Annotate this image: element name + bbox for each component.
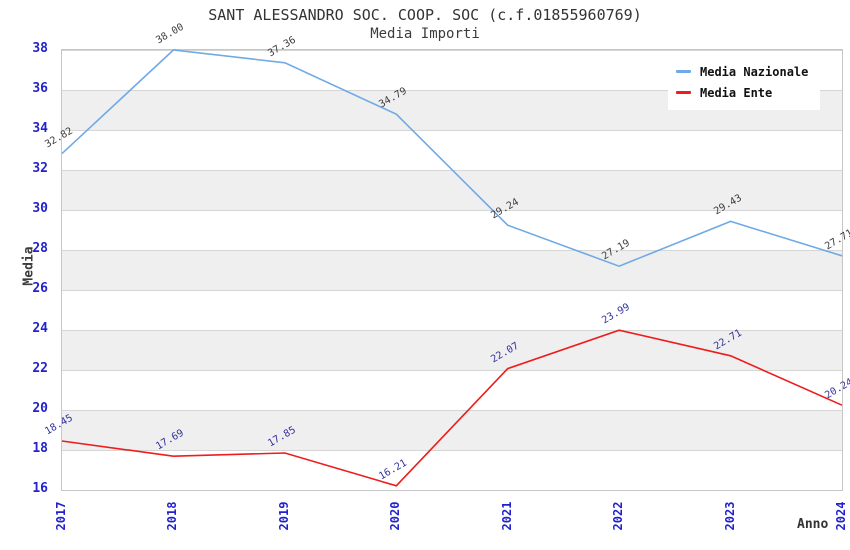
y-tick-label: 20 bbox=[32, 401, 48, 416]
legend-line-swatch-red bbox=[676, 91, 691, 94]
y-tick-label: 28 bbox=[32, 241, 48, 256]
plot-area bbox=[61, 49, 843, 491]
chart-subtitle: Media Importi bbox=[370, 26, 480, 42]
x-tick-label: 2019 bbox=[276, 501, 291, 531]
x-tick-label: 2021 bbox=[499, 501, 514, 531]
y-tick-label: 36 bbox=[32, 81, 48, 96]
y-tick-label: 24 bbox=[32, 321, 48, 336]
y-tick-label: 26 bbox=[32, 281, 48, 296]
series-line-media-nazionale bbox=[61, 49, 843, 268]
legend-label: Media Ente bbox=[700, 85, 773, 100]
x-tick-label: 2022 bbox=[611, 501, 626, 531]
x-tick-label: 2020 bbox=[388, 501, 403, 531]
series-lines bbox=[61, 49, 843, 487]
y-tick-label: 22 bbox=[32, 361, 48, 376]
y-axis-title: Media bbox=[21, 246, 37, 286]
x-tick-label: 2018 bbox=[165, 501, 180, 531]
y-tick-label: 30 bbox=[32, 201, 48, 216]
y-tick-label: 32 bbox=[32, 161, 48, 176]
series-line-media-ente bbox=[61, 329, 843, 487]
y-tick-label: 34 bbox=[32, 121, 48, 136]
y-tick-label: 16 bbox=[32, 481, 48, 496]
y-tick-label: 38 bbox=[32, 41, 48, 56]
chart-title: SANT ALESSANDRO SOC. COOP. SOC (c.f.0185… bbox=[208, 6, 642, 24]
legend-label: Media Nazionale bbox=[700, 64, 809, 79]
legend: Media Nazionale Media Ente bbox=[668, 56, 821, 110]
x-tick-label: 2024 bbox=[834, 501, 848, 531]
y-tick-label: 18 bbox=[32, 441, 48, 456]
legend-item-media-nazionale: Media Nazionale bbox=[676, 61, 808, 82]
legend-item-media-ente: Media Ente bbox=[676, 82, 808, 103]
x-axis-title: Anno bbox=[797, 517, 829, 532]
x-tick-label: 2017 bbox=[54, 501, 68, 531]
legend-line-swatch-blue bbox=[676, 70, 691, 73]
x-tick-label: 2023 bbox=[722, 501, 737, 531]
